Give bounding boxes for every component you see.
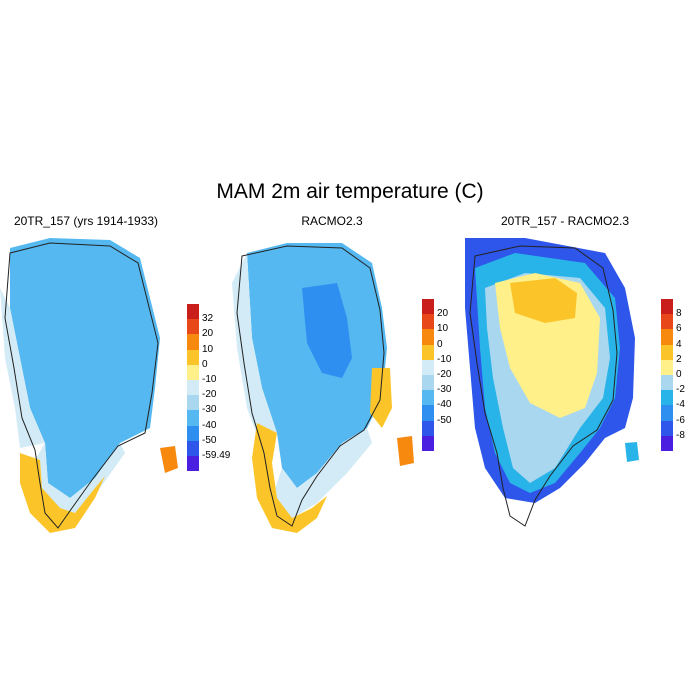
panel-title-model: 20TR_157 (yrs 1914-1933) [13, 214, 159, 228]
colorbar-label: 20 [202, 328, 214, 340]
colorbar-label: -10 [202, 374, 217, 385]
colorbar-label: 0 [437, 338, 443, 350]
colorbar-swatch [187, 349, 199, 365]
colorbar-swatch [661, 390, 673, 406]
colorbar-swatch [422, 329, 434, 345]
panel-title-difference: 20TR_157 - RACMO2.3 [500, 214, 630, 228]
warm-coast-zone-south [30, 443, 125, 513]
colorbar-swatch [187, 364, 199, 380]
coastline [469, 245, 618, 527]
colorbar-label: 20 [437, 308, 449, 320]
colorbar-swatch [422, 314, 434, 330]
melt-zone-south [252, 423, 327, 533]
colorbar-label: 32 [202, 313, 214, 325]
colorbar-label: 2 [676, 353, 682, 365]
colorbar-swatch [422, 299, 434, 315]
colorbar-swatch [422, 390, 434, 406]
melt-zone-south [20, 453, 105, 533]
colorbar-swatch [422, 420, 434, 436]
melt-zone-east [370, 368, 392, 428]
colorbar-swatch [661, 435, 673, 451]
colorbar-swatch [187, 319, 199, 335]
colorbar-swatch [661, 359, 673, 375]
colorbar-model: -59.49 -50 -40 -30 -20 -10 0 10 20 32 [187, 304, 237, 472]
panel-title-racmo: RACMO2.3 [301, 214, 363, 228]
colorbar-label: -59.49 [202, 450, 231, 461]
map-panel-difference: 20TR_157 - RACMO2.3 -8 -6 -4 -2 0 2 4 6 8 [465, 214, 685, 534]
colorbar-label: -2 [676, 384, 685, 396]
warm-coast-zone-south [272, 428, 372, 518]
colorbar-label: -20 [202, 389, 217, 401]
colorbar-swatch [422, 435, 434, 451]
ice-interior-shading [465, 238, 639, 503]
cold-core [302, 283, 352, 378]
coastline [4, 242, 159, 529]
colorbar-label: 8 [676, 308, 682, 320]
colorbar-swatch [661, 405, 673, 421]
warm-coast-zone [232, 253, 277, 448]
colorbar-swatch [187, 456, 199, 472]
coastline [236, 245, 385, 527]
colorbar-swatch [661, 314, 673, 330]
colorbar-swatch [661, 375, 673, 391]
colorbar-label: 10 [202, 343, 214, 355]
colorbar-swatch [661, 420, 673, 436]
map-panel-racmo: RACMO2.3 -50 -40 -30 -20 -10 0 10 20 [232, 214, 451, 534]
colorbar-label: -4 [676, 399, 685, 411]
colorbar-swatch [661, 329, 673, 345]
colorbar-swatch [187, 380, 199, 396]
colorbar-swatch [422, 359, 434, 375]
colorbar-label: 4 [676, 338, 682, 350]
colorbar-label: -40 [437, 399, 452, 411]
colorbar-label: -20 [437, 369, 452, 380]
outlier-cell-east [625, 442, 639, 462]
colorbar-label: 6 [676, 323, 682, 335]
colorbar-label: 0 [676, 369, 682, 380]
colorbar-label: 10 [437, 323, 449, 335]
cold-zone [10, 238, 160, 498]
colorbar-label: -6 [676, 414, 685, 426]
greenland-map-model [0, 238, 178, 533]
hot-bias-zone [510, 278, 577, 323]
colorbar-swatch [661, 299, 673, 315]
colorbar-swatch [422, 375, 434, 391]
colorbar-swatch [187, 440, 199, 456]
greenland-map-racmo [232, 243, 414, 533]
map-panel-model: 20TR_157 (yrs 1914-1933) -59.49 -50 -40 -30… [0, 214, 230, 534]
figure-title: MAM 2m air temperature (C) [216, 180, 484, 203]
colorbar-label: -8 [676, 429, 685, 441]
outlier-cell-east [160, 446, 178, 473]
colorbar-swatch [187, 334, 199, 350]
colorbar-swatch [187, 304, 199, 320]
colorbar-difference: -8 -6 -4 -2 0 2 4 6 8 [661, 299, 700, 451]
colorbar-swatch [422, 405, 434, 421]
colorbar-swatch [661, 344, 673, 360]
colorbar-label: -30 [437, 384, 452, 396]
colorbar-swatch [187, 395, 199, 411]
greenland-map-difference [465, 238, 639, 527]
colorbar-swatch [187, 410, 199, 426]
colorbar-swatch [422, 344, 434, 360]
mild-zone [247, 243, 387, 488]
ice-interior-shading [0, 238, 178, 533]
outlier-cell-east [397, 436, 414, 466]
colorbar-label: -30 [202, 404, 217, 416]
warm-coast-zone [0, 288, 45, 448]
colorbar-label: -50 [437, 414, 452, 426]
colorbar-racmo: -50 -40 -30 -20 -10 0 10 20 [422, 299, 472, 451]
colorbar-label: -40 [202, 419, 217, 431]
colorbar-label: -10 [437, 353, 452, 365]
colorbar-swatch [187, 425, 199, 441]
ice-interior-shading [232, 243, 414, 533]
colorbar-label: -50 [202, 434, 217, 446]
colorbar-label: 0 [202, 358, 208, 370]
